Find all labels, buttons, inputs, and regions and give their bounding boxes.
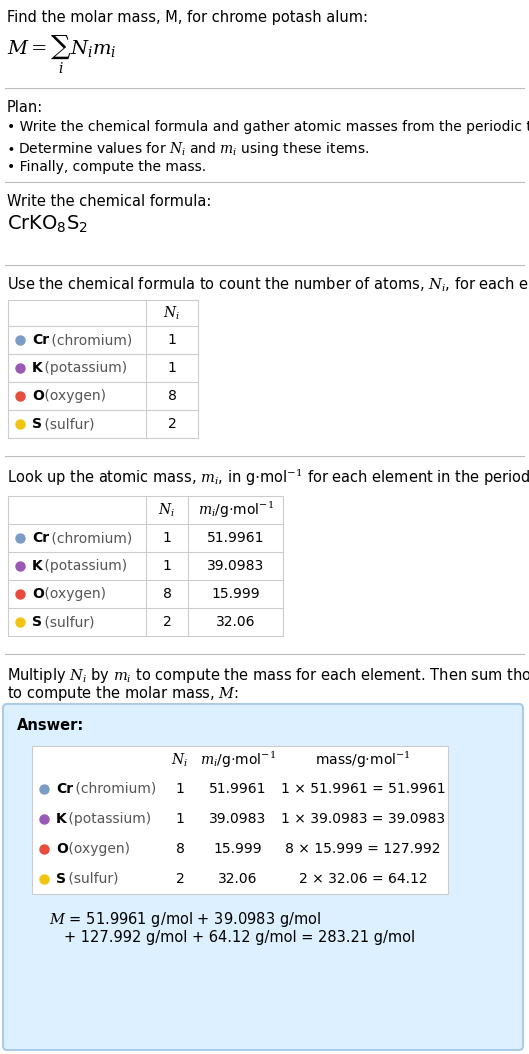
Text: Find the molar mass, M, for chrome potash alum:: Find the molar mass, M, for chrome potas…: [7, 9, 368, 25]
Text: $m_i$/g$\cdot$mol$^{-1}$: $m_i$/g$\cdot$mol$^{-1}$: [197, 500, 273, 521]
Text: 2: 2: [168, 417, 176, 431]
Text: 8: 8: [162, 587, 171, 601]
Text: (oxygen): (oxygen): [40, 389, 105, 403]
Text: (potassium): (potassium): [40, 559, 126, 573]
Text: (oxygen): (oxygen): [40, 587, 105, 601]
Text: 15.999: 15.999: [211, 587, 260, 601]
Text: • Finally, compute the mass.: • Finally, compute the mass.: [7, 160, 206, 174]
Text: Plan:: Plan:: [7, 100, 43, 115]
Text: (chromium): (chromium): [71, 782, 156, 796]
Text: (potassium): (potassium): [40, 362, 126, 375]
Text: $m_i$/g$\cdot$mol$^{-1}$: $m_i$/g$\cdot$mol$^{-1}$: [200, 749, 276, 770]
Text: O: O: [32, 389, 44, 403]
Text: 2 × 32.06 = 64.12: 2 × 32.06 = 64.12: [299, 872, 427, 886]
Text: 1 × 51.9961 = 51.9961: 1 × 51.9961 = 51.9961: [281, 782, 445, 796]
Text: S: S: [56, 872, 66, 886]
Text: $\mathregular{CrKO_8S_2}$: $\mathregular{CrKO_8S_2}$: [7, 214, 88, 235]
Text: (sulfur): (sulfur): [63, 872, 118, 886]
Text: 2: 2: [162, 614, 171, 629]
Text: 1: 1: [168, 333, 177, 347]
Text: Cr: Cr: [32, 531, 49, 545]
Text: 1: 1: [162, 531, 171, 545]
Text: $N_i$: $N_i$: [159, 502, 176, 519]
Text: 15.999: 15.999: [214, 842, 262, 856]
Text: S: S: [32, 614, 42, 629]
Text: 1: 1: [176, 782, 185, 796]
Text: Answer:: Answer:: [17, 718, 84, 733]
Text: $M = \sum_i N_i m_i$: $M = \sum_i N_i m_i$: [7, 34, 116, 77]
Text: Cr: Cr: [32, 333, 49, 347]
Text: 2: 2: [176, 872, 185, 886]
Text: 8: 8: [176, 842, 185, 856]
Bar: [8, 496, 283, 636]
Text: (chromium): (chromium): [47, 531, 132, 545]
Text: 39.0983: 39.0983: [207, 559, 264, 573]
Text: 8 × 15.999 = 127.992: 8 × 15.999 = 127.992: [285, 842, 441, 856]
Text: 1 × 39.0983 = 39.0983: 1 × 39.0983 = 39.0983: [281, 812, 445, 826]
Text: O: O: [56, 842, 68, 856]
Text: K: K: [32, 559, 43, 573]
Bar: [32, 746, 448, 894]
Text: $M$ = 51.9961 g/mol + 39.0983 g/mol: $M$ = 51.9961 g/mol + 39.0983 g/mol: [49, 910, 321, 929]
Text: (potassium): (potassium): [63, 812, 151, 826]
Text: Use the chemical formula to count the number of atoms, $N_i$, for each element:: Use the chemical formula to count the nu…: [7, 276, 529, 294]
Text: 32.06: 32.06: [218, 872, 258, 886]
Text: mass/g$\cdot$mol$^{-1}$: mass/g$\cdot$mol$^{-1}$: [315, 749, 411, 770]
Text: Write the chemical formula:: Write the chemical formula:: [7, 194, 212, 209]
Text: 51.9961: 51.9961: [209, 782, 267, 796]
Text: (oxygen): (oxygen): [63, 842, 130, 856]
Bar: [32, 746, 448, 894]
Text: to compute the molar mass, $M$:: to compute the molar mass, $M$:: [7, 684, 239, 703]
Text: Look up the atomic mass, $m_i$, in g$\cdot$mol$^{-1}$ for each element in the pe: Look up the atomic mass, $m_i$, in g$\cd…: [7, 468, 529, 488]
Text: • Write the chemical formula and gather atomic masses from the periodic table.: • Write the chemical formula and gather …: [7, 120, 529, 134]
Text: 39.0983: 39.0983: [209, 812, 267, 826]
Text: + 127.992 g/mol + 64.12 g/mol = 283.21 g/mol: + 127.992 g/mol + 64.12 g/mol = 283.21 g…: [64, 930, 415, 945]
Text: (chromium): (chromium): [47, 333, 132, 347]
Text: $\bullet$ Determine values for $N_i$ and $m_i$ using these items.: $\bullet$ Determine values for $N_i$ and…: [7, 140, 369, 158]
Text: Multiply $N_i$ by $m_i$ to compute the mass for each element. Then sum those val: Multiply $N_i$ by $m_i$ to compute the m…: [7, 666, 529, 685]
Bar: [8, 300, 198, 438]
Text: 1: 1: [176, 812, 185, 826]
Text: Cr: Cr: [56, 782, 73, 796]
Text: (sulfur): (sulfur): [40, 417, 94, 431]
Text: $N_i$: $N_i$: [171, 752, 188, 768]
Text: K: K: [56, 812, 67, 826]
Text: O: O: [32, 587, 44, 601]
Text: 51.9961: 51.9961: [207, 531, 264, 545]
Text: 1: 1: [168, 362, 177, 375]
Text: S: S: [32, 417, 42, 431]
Text: (sulfur): (sulfur): [40, 614, 94, 629]
Text: 32.06: 32.06: [216, 614, 256, 629]
Text: K: K: [32, 362, 43, 375]
Text: 1: 1: [162, 559, 171, 573]
Text: $N_i$: $N_i$: [163, 305, 180, 321]
FancyBboxPatch shape: [3, 704, 523, 1050]
Text: 8: 8: [168, 389, 177, 403]
